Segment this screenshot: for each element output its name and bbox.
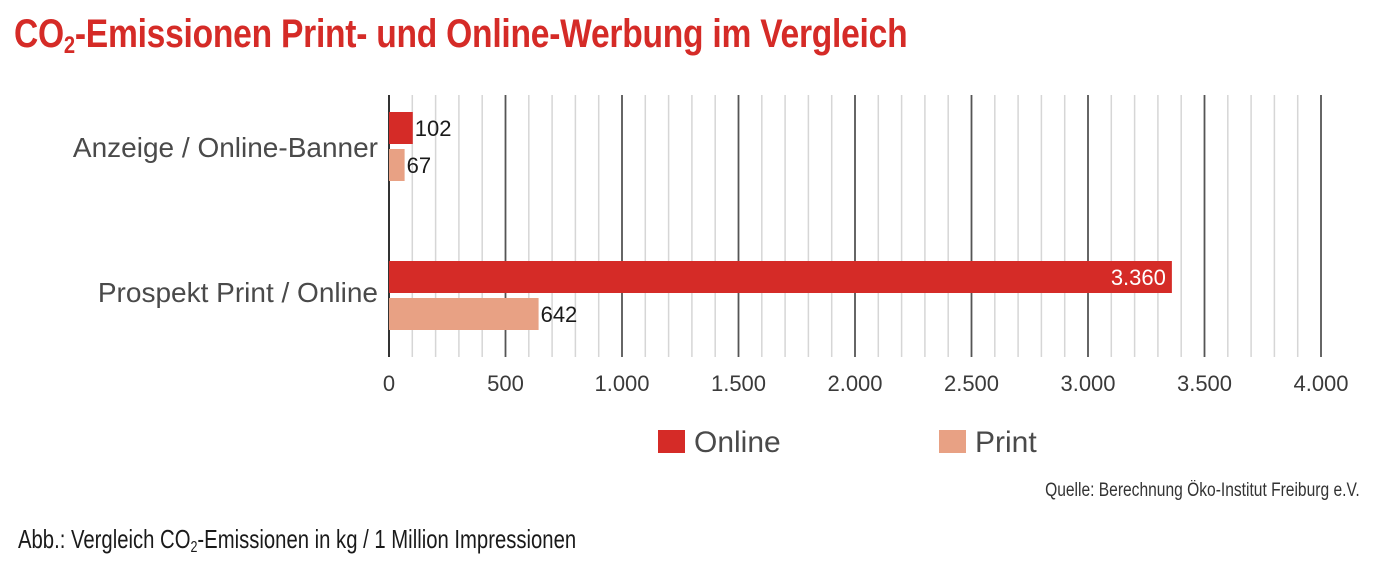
data-label: 3.360 [1111, 265, 1166, 290]
title-text-post: -Emissionen Print- und Online-Werbung im… [74, 12, 908, 56]
data-label: 102 [415, 116, 452, 141]
x-tick-label: 2.000 [827, 371, 882, 396]
x-tick-label: 500 [487, 371, 524, 396]
figure-caption: Abb.: Vergleich CO2-Emissionen in kg / 1… [18, 524, 576, 557]
bar-print [389, 149, 405, 181]
x-tick-label: 1.000 [594, 371, 649, 396]
chart-title: CO2-Emissionen Print- und Online-Werbung… [14, 12, 908, 60]
x-tick-label: 1.500 [711, 371, 766, 396]
x-tick-label: 0 [383, 371, 395, 396]
x-tick-label: 4.000 [1293, 371, 1348, 396]
caption-text-pre: Abb.: Vergleich CO [18, 524, 191, 554]
category-label: Anzeige / Online-Banner [73, 132, 378, 163]
caption-text-post: -Emissionen in kg / 1 Million Impression… [197, 524, 577, 554]
bar-chart: 0 500 1.000 1.500 2.000 2.500 3.000 3.500 4.000 A… [73, 95, 1349, 459]
source-note: Quelle: Berechnung Öko-Institut Freiburg… [1045, 480, 1360, 501]
x-tick-label: 3.500 [1177, 371, 1232, 396]
bar-print [389, 298, 539, 330]
legend-label-online: Online [694, 426, 781, 459]
data-label: 67 [407, 153, 431, 178]
category-label: Prospekt Print / Online [98, 277, 378, 308]
legend-swatch-print [939, 430, 966, 453]
bar-online [389, 112, 413, 144]
x-tick-label: 3.000 [1060, 371, 1115, 396]
title-text-pre: CO [14, 12, 64, 56]
caption-subscript: 2 [190, 539, 198, 556]
data-label: 642 [541, 302, 578, 327]
legend-swatch-online [658, 430, 685, 453]
x-tick-label: 2.500 [944, 371, 999, 396]
legend-label-print: Print [975, 426, 1037, 459]
title-subscript: 2 [63, 32, 75, 59]
bar-online [389, 261, 1172, 293]
